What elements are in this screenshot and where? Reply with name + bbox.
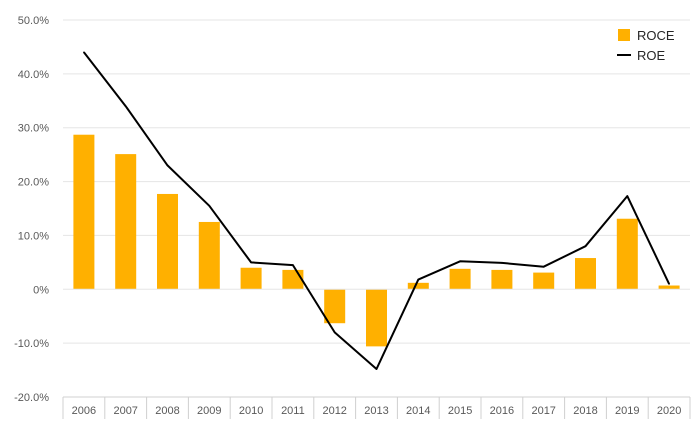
roe-point: [250, 261, 252, 264]
x-tick-label: 2006: [72, 405, 96, 417]
roce-bar: [240, 267, 262, 290]
roce-bar: [324, 289, 346, 324]
x-tick-label: 2014: [406, 405, 430, 417]
roce-bars: [73, 134, 680, 347]
roe-point: [584, 245, 587, 247]
roce-bar: [282, 269, 304, 290]
x-tick-label: 2010: [239, 405, 263, 417]
roce-bar: [449, 268, 471, 290]
y-tick-label: 40.0%: [18, 69, 49, 81]
roe-point: [333, 331, 336, 334]
x-tick-label: 2016: [490, 405, 514, 417]
roce-bar: [533, 272, 555, 290]
roe-point: [83, 51, 85, 54]
y-tick-label: 0%: [33, 284, 49, 296]
roce-bar: [198, 221, 220, 290]
roce-bar: [658, 285, 680, 290]
roe-point: [501, 262, 503, 264]
roce-bar: [73, 134, 95, 290]
legend: ROCE ROE: [617, 28, 675, 63]
roce-bar: [616, 218, 638, 290]
roce-bar: [115, 154, 137, 290]
x-tick-label: 2007: [113, 405, 137, 417]
roe-point: [375, 368, 378, 370]
roce-bar: [366, 289, 387, 347]
y-tick-label: -10.0%: [14, 338, 49, 350]
legend-label-roce: ROCE: [637, 28, 675, 43]
roe-point: [668, 283, 670, 285]
x-tick-label: 2008: [155, 405, 179, 417]
legend-label-roe: ROE: [637, 48, 666, 63]
x-tick-label: 2013: [364, 405, 388, 417]
x-axis-ticks: 2006 2007 2008 2009 2010 2011 2012 2013 2014 2015…: [72, 405, 682, 417]
roe-point: [292, 264, 294, 266]
x-tick-label: 2020: [657, 405, 681, 417]
x-axis: [62, 288, 691, 419]
y-tick-label: -20.0%: [14, 392, 49, 404]
roe-point: [542, 265, 545, 268]
x-tick-label: 2019: [615, 405, 639, 417]
x-tick-label: 2018: [573, 405, 597, 417]
legend-swatch-roce: [618, 29, 630, 41]
roe-point: [166, 164, 169, 167]
roce-bar: [575, 258, 596, 290]
y-tick-label: 30.0%: [18, 123, 49, 135]
roe-point: [208, 205, 211, 207]
y-tick-label: 20.0%: [18, 177, 49, 189]
roce-bar: [491, 269, 513, 290]
y-tick-label: 50.0%: [18, 15, 49, 27]
roe-point: [417, 278, 420, 281]
x-tick-label: 2017: [531, 405, 555, 417]
roe-point: [626, 195, 629, 197]
x-tick-label: 2009: [197, 405, 221, 417]
x-tick-label: 2011: [281, 405, 305, 417]
roe-point: [124, 105, 127, 107]
roe-line-series: [83, 51, 671, 370]
roe-point: [459, 260, 461, 263]
x-tick-label: 2012: [322, 405, 346, 417]
roce-bar: [157, 193, 178, 290]
y-tick-label: 10.0%: [18, 230, 49, 242]
y-axis-ticks: 50.0% 40.0% 30.0% 20.0% 10.0% 0% -10.0% -20.0%: [14, 15, 49, 404]
roce-bar: [407, 282, 429, 290]
x-tick-label: 2015: [448, 405, 472, 417]
